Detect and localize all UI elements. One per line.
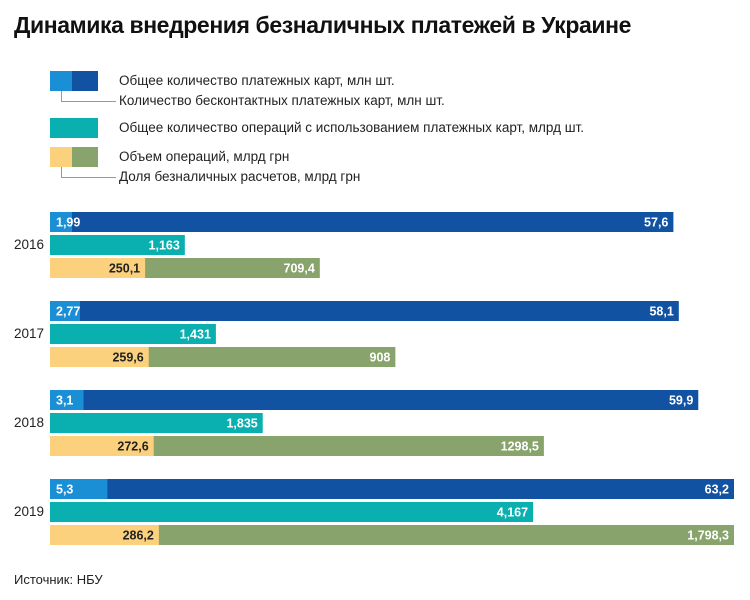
legend-connector-cards (61, 91, 116, 102)
legend-label-cards-total: Общее количество платежных карт, млн шт. (119, 73, 395, 88)
data-label-cards-total-2018: 59,9 (669, 394, 693, 408)
data-label-volume-cashless-2018: 272,6 (117, 440, 148, 454)
data-label-operations-count-2017: 1,431 (180, 328, 211, 342)
bar-volume-cashless-2019 (50, 525, 159, 545)
data-label-volume-cashless-2016: 250,1 (109, 262, 140, 276)
data-label-cards-contactless-2018: 3,1 (56, 394, 73, 408)
bar-volume-total-2019 (50, 525, 734, 545)
legend-label-operations-count: Общее количество операций с использовани… (119, 120, 584, 135)
bar-volume-total-2018 (50, 436, 544, 456)
source-note: Источник: НБУ (14, 572, 103, 587)
data-label-cards-total-2016: 57,6 (644, 216, 668, 230)
data-label-volume-total-2018: 1298,5 (501, 440, 539, 454)
legend-swatch-operations-count (50, 118, 98, 138)
data-label-operations-count-2018: 1,835 (226, 417, 257, 431)
legend-swatch-cards-contactless (50, 71, 72, 91)
legend-label-volume-total: Объем операций, млрд грн (119, 149, 290, 164)
legend: Общее количество платежных карт, млн шт.… (0, 0, 750, 200)
legend-label-volume-cashless: Доля безналичных расчетов, млрд грн (119, 169, 361, 184)
data-label-cards-contactless-2019: 5,3 (56, 483, 73, 497)
bar-cards-total-2016 (50, 212, 674, 232)
data-label-operations-count-2019: 4,167 (497, 506, 528, 520)
bar-cards-contactless-2016 (50, 212, 72, 232)
bar-volume-cashless-2016 (50, 258, 146, 278)
bar-volume-cashless-2017 (50, 347, 149, 367)
bar-cards-contactless-2019 (50, 479, 108, 499)
data-label-cards-total-2017: 58,1 (649, 305, 673, 319)
bar-cards-total-2019 (50, 479, 734, 499)
bar-operations-count-2018 (50, 413, 263, 433)
year-label-2017: 2017 (14, 326, 44, 341)
bar-cards-total-2018 (50, 390, 699, 410)
legend-connector-volume (61, 167, 116, 178)
bar-operations-count-2019 (50, 502, 534, 522)
chart-title: Динамика внедрения безналичных платежей … (14, 12, 631, 38)
data-label-cards-total-2019: 63,2 (705, 483, 729, 497)
legend-label-cards-contactless: Количество бесконтактных платежных карт,… (119, 93, 445, 108)
bar-cards-contactless-2017 (50, 301, 80, 321)
bar-cards-total-2017 (50, 301, 679, 321)
bar-volume-cashless-2018 (50, 436, 154, 456)
data-label-volume-cashless-2017: 259,6 (112, 351, 143, 365)
data-label-cards-contactless-2016: 1,99 (56, 216, 80, 230)
year-label-2018: 2018 (14, 415, 44, 430)
bar-cards-contactless-2018 (50, 390, 84, 410)
bar-operations-count-2016 (50, 235, 185, 255)
legend-swatch-volume-cashless (50, 147, 72, 167)
year-label-2019: 2019 (14, 504, 44, 519)
bar-chart: 2016 1,99 57,6 1,163 250,1 709,4 2017 2,77 58,1 1… (14, 212, 734, 545)
data-label-volume-cashless-2019: 286,2 (123, 529, 154, 543)
data-label-cards-contactless-2017: 2,77 (56, 305, 80, 319)
data-label-operations-count-2016: 1,163 (149, 239, 180, 253)
year-label-2016: 2016 (14, 237, 44, 252)
bar-operations-count-2017 (50, 324, 216, 344)
data-label-volume-total-2017: 908 (370, 351, 391, 365)
data-label-volume-total-2016: 709,4 (284, 262, 315, 276)
data-label-volume-total-2019: 1,798,3 (687, 529, 729, 543)
